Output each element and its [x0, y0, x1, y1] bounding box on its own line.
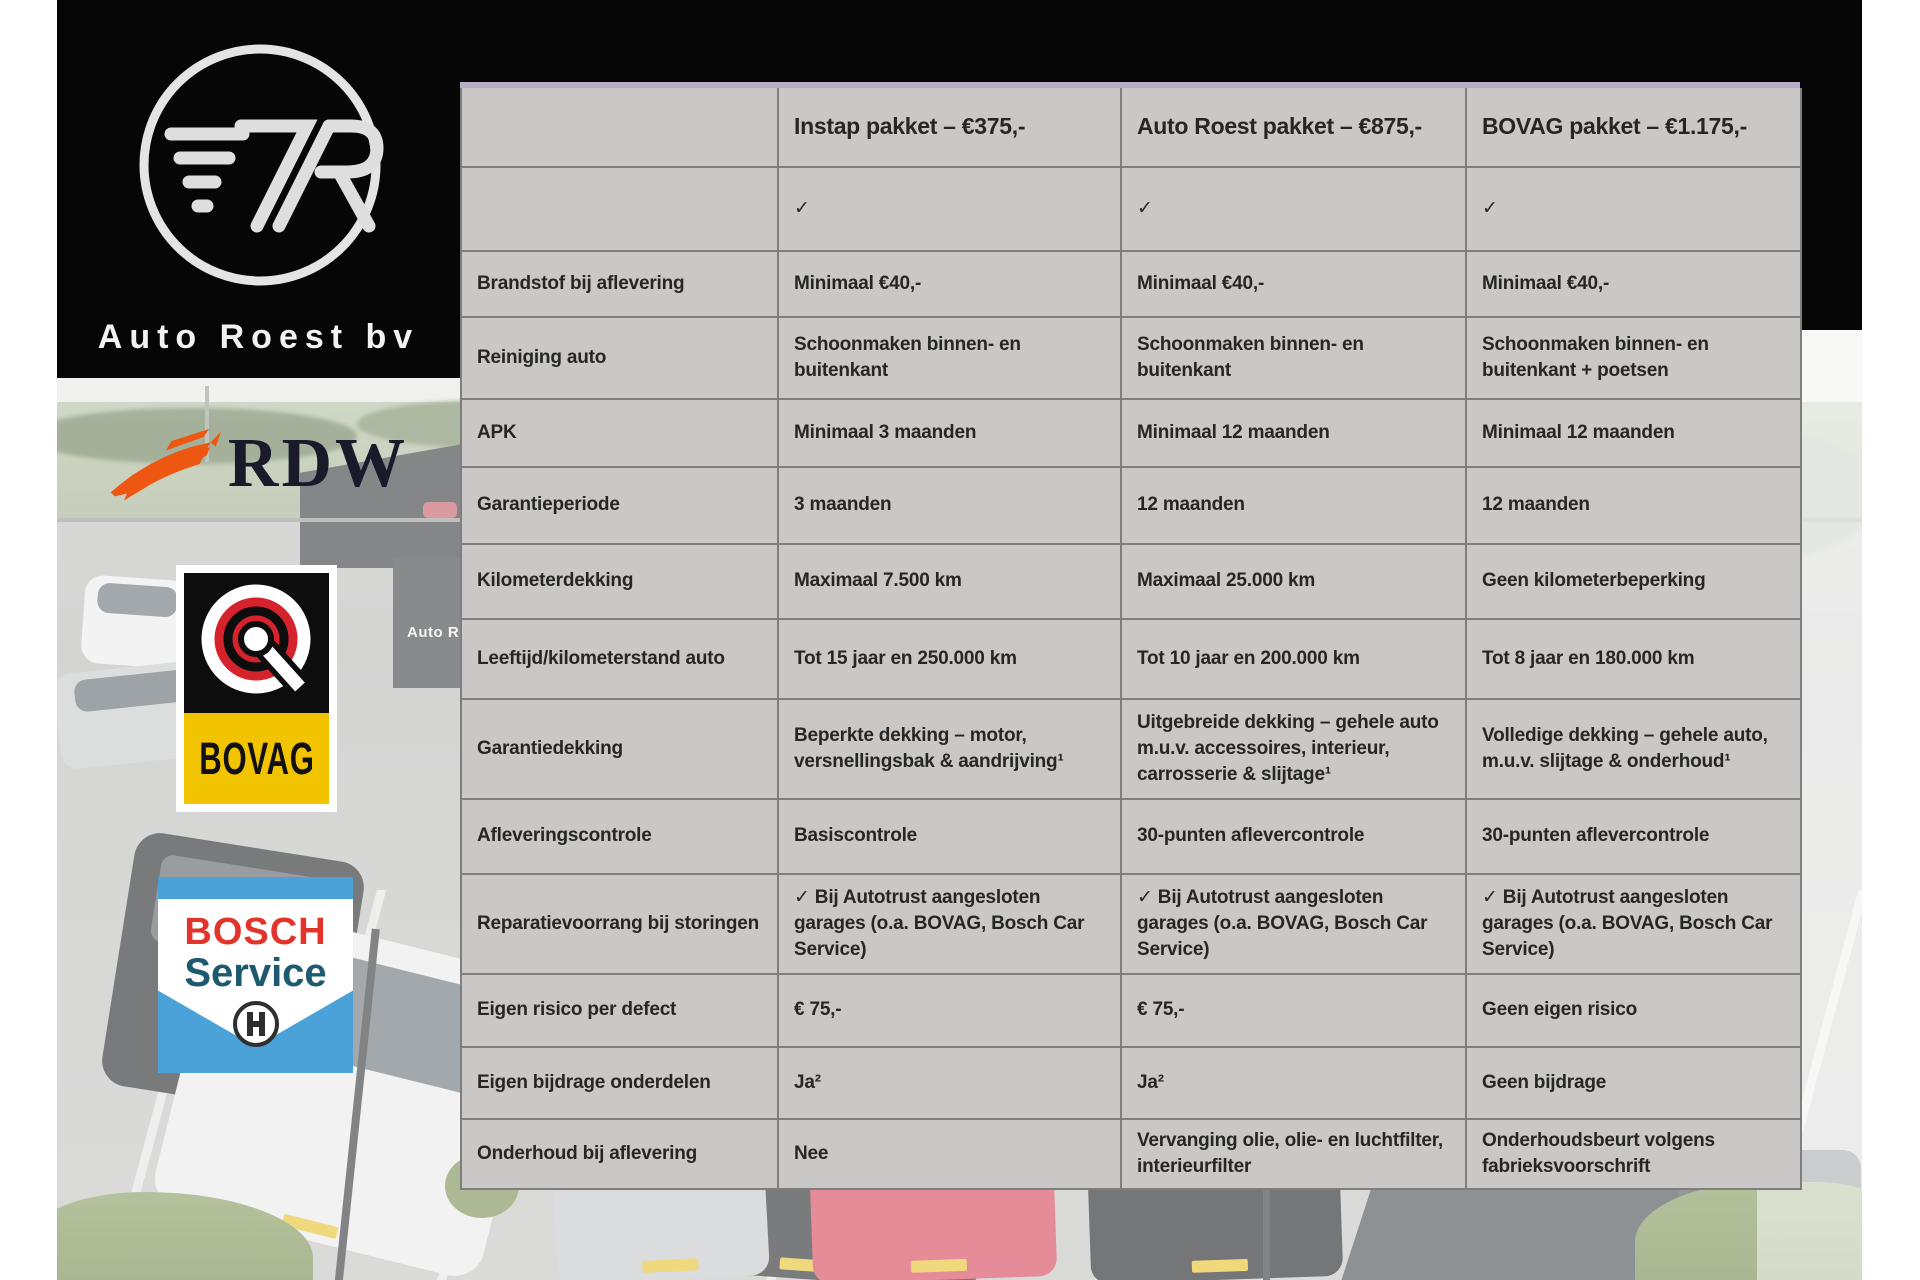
row-label: Kilometerdekking: [462, 545, 779, 620]
rdw-wordmark: RDW: [227, 425, 408, 502]
table-cell: ✓: [1467, 168, 1802, 252]
table-cell: Minimaal €40,-: [779, 252, 1122, 318]
table-cell: Minimaal €40,-: [1122, 252, 1467, 318]
table-cell: Onderhoudsbeurt volgens fabrieksvoorschr…: [1467, 1120, 1802, 1190]
table-cell: 30-punten aflevercontrole: [1122, 800, 1467, 875]
photo-pole: [205, 386, 209, 462]
table-cell: Schoonmaken binnen- en buitenkant: [779, 318, 1122, 400]
row-label: Eigen risico per defect: [462, 975, 779, 1048]
table-cell: Maximaal 7.500 km: [779, 545, 1122, 620]
package-table: Instap pakket – €375,- Auto Roest pakket …: [460, 88, 1802, 1190]
table-cell: 12 maanden: [1467, 468, 1802, 545]
bovag-emblem-icon: [184, 573, 329, 713]
table-cell: 12 maanden: [1122, 468, 1467, 545]
row-label: APK: [462, 400, 779, 468]
column-header: BOVAG pakket – €1.175,-: [1467, 88, 1802, 168]
table-cell: Schoonmaken binnen- en buitenkant + poet…: [1467, 318, 1802, 400]
table-cell: Beperkte dekking – motor, versnellingsba…: [779, 700, 1122, 800]
row-label: Reparatievoorrang bij storingen: [462, 875, 779, 975]
row-label: Garantiedekking: [462, 700, 779, 800]
photo-distant-car: [423, 502, 457, 518]
table-corner-cell: [462, 88, 779, 168]
bovag-logo: BOVAG: [176, 565, 337, 812]
row-label: Leeftijd/kilometerstand auto: [462, 620, 779, 700]
table-cell: Minimaal €40,-: [1467, 252, 1802, 318]
row-label: Afleveringscontrole: [462, 800, 779, 875]
table-cell: Volledige dekking – gehele auto, m.u.v. …: [1467, 700, 1802, 800]
table-cell: Geen kilometerbeperking: [1467, 545, 1802, 620]
column-header: Instap pakket – €375,-: [779, 88, 1122, 168]
row-label: Eigen bijdrage onderdelen: [462, 1048, 779, 1120]
bosch-armature-icon: [233, 1001, 279, 1047]
row-label: Onderhoud bij aflevering: [462, 1120, 779, 1190]
table-cell: Uitgebreide dekking – gehele auto m.u.v.…: [1122, 700, 1467, 800]
rdw-logo: RDW: [108, 408, 408, 520]
bosch-wordmark: BOSCH: [184, 911, 327, 953]
table-cell: Minimaal 12 maanden: [1122, 400, 1467, 468]
table-cell: ✓: [779, 168, 1122, 252]
dealer-logo-panel: Auto Roest bv: [57, 0, 460, 378]
bosch-service-wordmark: Service: [184, 951, 327, 995]
dealer-name: Auto Roest bv: [97, 318, 420, 356]
table-cell: ✓ Bij Autotrust aangesloten garages (o.a…: [1467, 875, 1802, 975]
table-top-accent: [460, 82, 1800, 88]
table-cell: Vervanging olie, olie- en luchtfilter, i…: [1122, 1120, 1467, 1190]
row-label: Brandstof bij aflevering: [462, 252, 779, 318]
table-cell: Tot 15 jaar en 250.000 km: [779, 620, 1122, 700]
table-cell: Minimaal 3 maanden: [779, 400, 1122, 468]
table-cell: Ja²: [1122, 1048, 1467, 1120]
bovag-wordmark-box: BOVAG: [184, 713, 329, 804]
table-cell: € 75,-: [1122, 975, 1467, 1048]
table-cell: Basiscontrole: [779, 800, 1122, 875]
table-cell: Ja²: [779, 1048, 1122, 1120]
table-cell: Nee: [779, 1120, 1122, 1190]
table-cell: € 75,-: [779, 975, 1122, 1048]
table-cell: 30-punten aflevercontrole: [1467, 800, 1802, 875]
rdw-wing-icon: [110, 428, 222, 501]
table-cell: ✓ Bij Autotrust aangesloten garages (o.a…: [779, 875, 1122, 975]
table-cell: ✓: [1122, 168, 1467, 252]
bosch-service-logo: BOSCH Service: [158, 877, 353, 1073]
table-cell: Geen eigen risico: [1467, 975, 1802, 1048]
building-sign: Auto Ro: [407, 624, 469, 641]
table-cell: Tot 8 jaar en 180.000 km: [1467, 620, 1802, 700]
bovag-wordmark: BOVAG: [198, 732, 315, 784]
table-cell: Tot 10 jaar en 200.000 km: [1122, 620, 1467, 700]
row-label: [462, 168, 779, 252]
row-label: Garantieperiode: [462, 468, 779, 545]
auto-roest-monogram-icon: [139, 44, 384, 286]
row-label: Reiniging auto: [462, 318, 779, 400]
table-cell: Schoonmaken binnen- en buitenkant: [1122, 318, 1467, 400]
table-cell: Geen bijdrage: [1467, 1048, 1802, 1120]
table-cell: ✓ Bij Autotrust aangesloten garages (o.a…: [1122, 875, 1467, 975]
column-header: Auto Roest pakket – €875,-: [1122, 88, 1467, 168]
table-cell: Maximaal 25.000 km: [1122, 545, 1467, 620]
table-cell: Minimaal 12 maanden: [1467, 400, 1802, 468]
table-cell: 3 maanden: [779, 468, 1122, 545]
